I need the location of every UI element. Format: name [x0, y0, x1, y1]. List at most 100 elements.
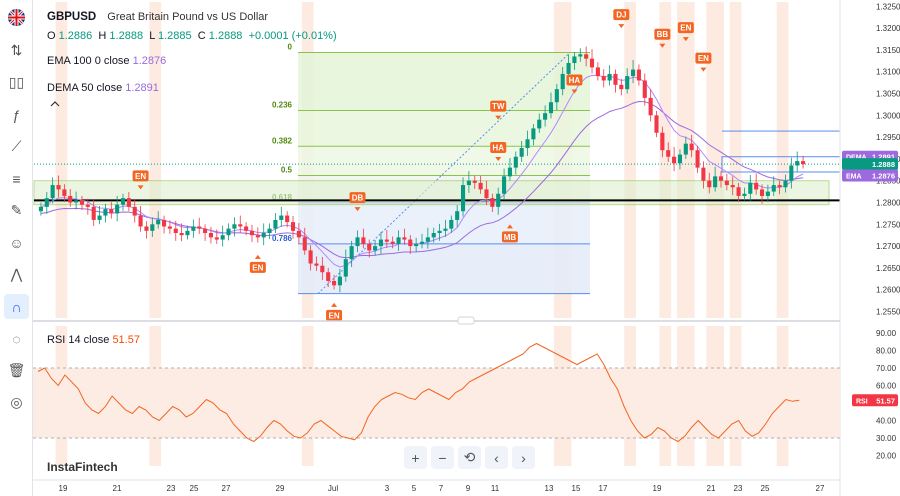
tag-value: 1.2876 — [872, 171, 895, 180]
event-band — [706, 2, 724, 318]
rsi-indicator-label[interactable]: RSI 14 close — [47, 334, 110, 346]
candle-body — [631, 69, 636, 77]
candle-body — [132, 206, 137, 216]
candle-body — [789, 165, 794, 181]
ema-indicator-value: 1.2876 — [132, 55, 167, 67]
trash-icon[interactable]: 🗑 — [7, 362, 26, 378]
candle-body — [373, 246, 378, 251]
signal-badge-box — [490, 100, 507, 112]
high-label: H — [98, 30, 107, 42]
candle-body — [314, 263, 319, 266]
candle-body — [332, 280, 337, 286]
rsi-axis-tick: 80.00 — [876, 347, 897, 356]
symbol-name[interactable]: GBPUSD — [47, 11, 97, 23]
fib-zone — [298, 146, 590, 176]
candle-body — [724, 180, 729, 186]
candle-body — [308, 250, 313, 264]
tag-value: 1.2891 — [872, 153, 895, 162]
candle-body — [589, 58, 595, 68]
time-axis-tick: 21 — [707, 484, 716, 493]
signal-badge-label: EN — [698, 54, 709, 63]
signal-arrow — [354, 207, 361, 212]
current-price-tag: 1.2888 — [842, 158, 898, 171]
event-band — [149, 2, 162, 318]
candle-body — [543, 113, 548, 120]
candle-body — [554, 89, 559, 103]
signal-badge-en: EN — [132, 170, 149, 190]
tag-box — [842, 169, 898, 182]
time-axis-tick: 29 — [276, 484, 285, 493]
price-axis-tick: 1.3050 — [876, 90, 900, 99]
scroll-left-button[interactable]: ‹ — [485, 446, 508, 469]
candle-body — [296, 230, 301, 238]
close-value: 1.2888 — [208, 30, 243, 42]
eye-off-icon[interactable]: ◌ — [12, 330, 21, 347]
watermark-logo: InstaFintech — [47, 460, 118, 474]
ema-indicator-label[interactable]: EMA 100 0 close — [47, 55, 130, 67]
collapse-legend-icon[interactable] — [50, 99, 62, 111]
candle-body — [109, 209, 114, 214]
tag-label: RSI — [856, 398, 868, 405]
indicator-fx-icon[interactable]: ƒ — [12, 106, 21, 123]
candle-body — [120, 198, 126, 205]
patterns-icon[interactable]: ⋀ — [10, 266, 23, 282]
fibonacci-icon[interactable]: ≡ — [12, 170, 21, 187]
signal-badge-box — [566, 74, 583, 86]
price-axis-tick: 1.3150 — [876, 46, 900, 55]
scroll-right-button[interactable]: › — [512, 446, 535, 469]
ruler-icon[interactable]: ⇅ — [10, 42, 23, 58]
change-value: +0.0001 (+0.01%) — [248, 30, 337, 42]
trend-line-icon[interactable]: ⟋ — [11, 138, 22, 154]
camera-icon[interactable]: ◎ — [10, 394, 23, 410]
signal-badge-box — [490, 142, 507, 154]
signal-badge-box — [249, 261, 266, 273]
time-axis-tick: 27 — [222, 484, 231, 493]
time-axis-tick: 9 — [466, 484, 471, 493]
symbol-description: Great Britain Pound vs US Dollar — [107, 11, 269, 23]
candle-body — [337, 276, 342, 286]
candle-body — [161, 219, 167, 227]
candle-body — [601, 76, 606, 81]
emoji-icon[interactable]: ☺ — [9, 234, 24, 251]
candle-body — [783, 180, 788, 188]
candle-body — [613, 73, 618, 85]
pane-resize-handle — [457, 316, 475, 325]
candle-body — [490, 198, 495, 207]
candle-body — [484, 189, 489, 199]
magnet-icon[interactable]: ∩ — [4, 294, 29, 319]
candle-body — [654, 115, 659, 133]
flag-gb-icon[interactable] — [8, 9, 25, 26]
candle-body — [572, 56, 577, 64]
zoom-in-button[interactable]: + — [404, 446, 427, 469]
candle-body — [466, 180, 471, 186]
signal-badge-box — [677, 22, 694, 34]
fib-level-label: 0.5 — [281, 165, 293, 174]
signal-badge-en: EN — [677, 22, 694, 42]
candle-body — [185, 230, 190, 236]
candle-body — [79, 200, 85, 205]
dema-indicator-label[interactable]: DEMA 50 close — [47, 82, 123, 94]
candle-body — [531, 128, 536, 140]
candle-body — [507, 167, 512, 177]
candle-body — [249, 230, 255, 236]
candle-body — [754, 182, 759, 190]
zoom-out-button[interactable]: − — [431, 446, 454, 469]
brush-icon[interactable]: ✎ — [10, 202, 23, 218]
candle-type-icon[interactable]: ▯▯ — [8, 74, 25, 90]
candle-body — [625, 76, 630, 90]
candle-body — [355, 237, 360, 247]
candle-body — [759, 189, 765, 196]
candle-body — [115, 204, 120, 214]
candle-body — [255, 235, 260, 238]
signal-arrow — [571, 89, 578, 94]
candle-body — [478, 182, 483, 190]
reset-view-button[interactable]: ⟲ — [458, 446, 481, 469]
candle-body — [701, 167, 706, 181]
candle-body — [748, 182, 753, 194]
candle-body — [460, 185, 466, 212]
tag-box — [852, 394, 898, 407]
low-label: L — [149, 30, 155, 42]
candle-body — [326, 272, 331, 281]
